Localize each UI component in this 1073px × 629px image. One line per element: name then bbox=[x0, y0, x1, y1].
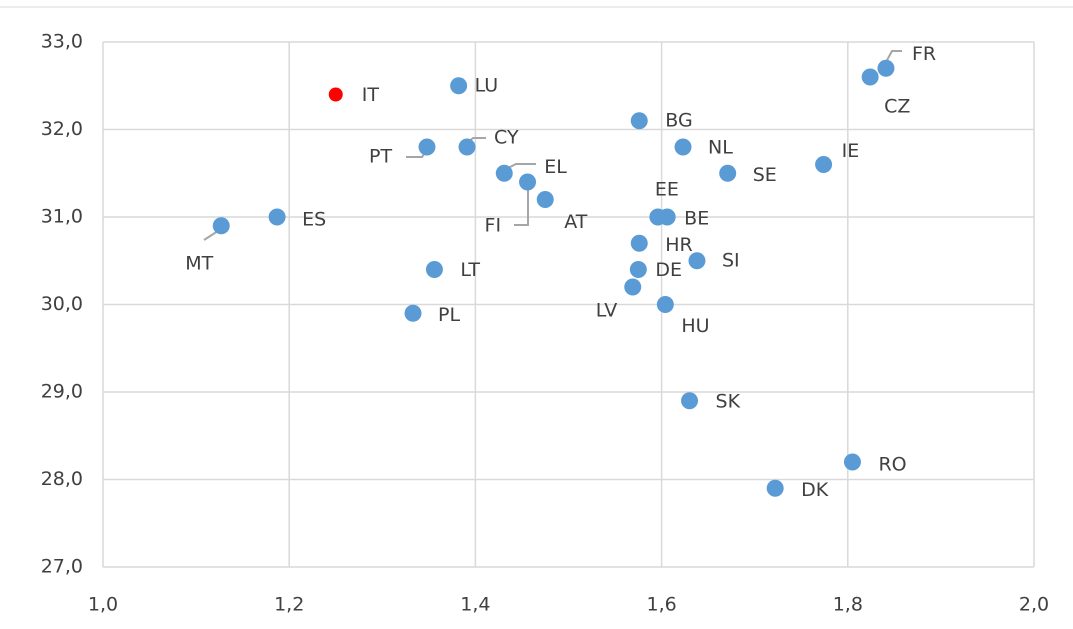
point-label: SI bbox=[722, 249, 740, 271]
point bbox=[624, 278, 642, 296]
point-label: IT bbox=[362, 84, 380, 106]
point bbox=[766, 479, 784, 497]
point-label: LU bbox=[475, 74, 499, 96]
point bbox=[450, 77, 468, 95]
x-tick-label: 1,4 bbox=[460, 594, 490, 616]
point bbox=[458, 138, 476, 156]
leader-line bbox=[514, 186, 529, 226]
point-label: DK bbox=[801, 479, 829, 501]
point bbox=[418, 138, 436, 156]
point bbox=[658, 208, 676, 226]
point bbox=[656, 296, 674, 313]
point-label: EL bbox=[544, 156, 567, 178]
leader-line bbox=[885, 50, 902, 63]
point-label: DE bbox=[655, 259, 682, 281]
point bbox=[536, 191, 554, 208]
y-tick-label: 29,0 bbox=[41, 381, 83, 403]
point-label: PT bbox=[369, 146, 392, 168]
point-label: CZ bbox=[884, 96, 910, 118]
point-label: HR bbox=[665, 234, 693, 256]
x-tick-label: 1,0 bbox=[88, 594, 118, 616]
point bbox=[843, 453, 861, 471]
point-label: FR bbox=[912, 43, 936, 65]
point-label: SK bbox=[716, 390, 741, 412]
y-tick-label: 27,0 bbox=[41, 556, 83, 578]
point-label: MT bbox=[185, 252, 213, 274]
x-tick-label: 1,2 bbox=[274, 594, 304, 616]
point-label: RO bbox=[878, 454, 906, 476]
point-label: FI bbox=[485, 215, 502, 237]
point-label: BG bbox=[665, 109, 692, 131]
point-label: IE bbox=[842, 140, 860, 162]
point-label: CY bbox=[494, 127, 519, 149]
point-label: NL bbox=[708, 137, 733, 159]
point bbox=[495, 164, 513, 182]
point bbox=[815, 156, 833, 173]
point-label: AT bbox=[564, 211, 588, 233]
point bbox=[877, 59, 895, 77]
point bbox=[681, 392, 699, 410]
point-label: EE bbox=[655, 179, 679, 201]
y-tick-label: 32,0 bbox=[41, 118, 83, 140]
x-tick-label: 1,6 bbox=[646, 594, 676, 616]
point-label: LV bbox=[596, 300, 618, 322]
y-tick-label: 31,0 bbox=[41, 206, 83, 228]
x-tick-label: 1,8 bbox=[833, 594, 863, 616]
y-tick-label: 30,0 bbox=[41, 293, 83, 315]
point bbox=[688, 252, 706, 270]
point-label: LT bbox=[460, 259, 480, 281]
point-label: ES bbox=[302, 209, 326, 231]
point bbox=[404, 304, 422, 322]
point bbox=[629, 261, 647, 278]
point bbox=[630, 112, 648, 130]
point-label: HU bbox=[681, 315, 709, 337]
point bbox=[719, 164, 737, 182]
point bbox=[630, 234, 648, 252]
y-tick-label: 28,0 bbox=[41, 468, 83, 490]
point bbox=[861, 68, 879, 86]
point-label: SE bbox=[753, 164, 777, 186]
point bbox=[519, 173, 537, 191]
point bbox=[212, 217, 230, 235]
point bbox=[328, 87, 343, 102]
x-tick-label: 2,0 bbox=[1019, 594, 1049, 616]
y-tick-label: 33,0 bbox=[41, 31, 83, 53]
point bbox=[268, 208, 286, 226]
point bbox=[674, 138, 692, 156]
point bbox=[425, 261, 443, 278]
point-label: PL bbox=[438, 304, 460, 326]
point-label: BE bbox=[684, 208, 709, 230]
